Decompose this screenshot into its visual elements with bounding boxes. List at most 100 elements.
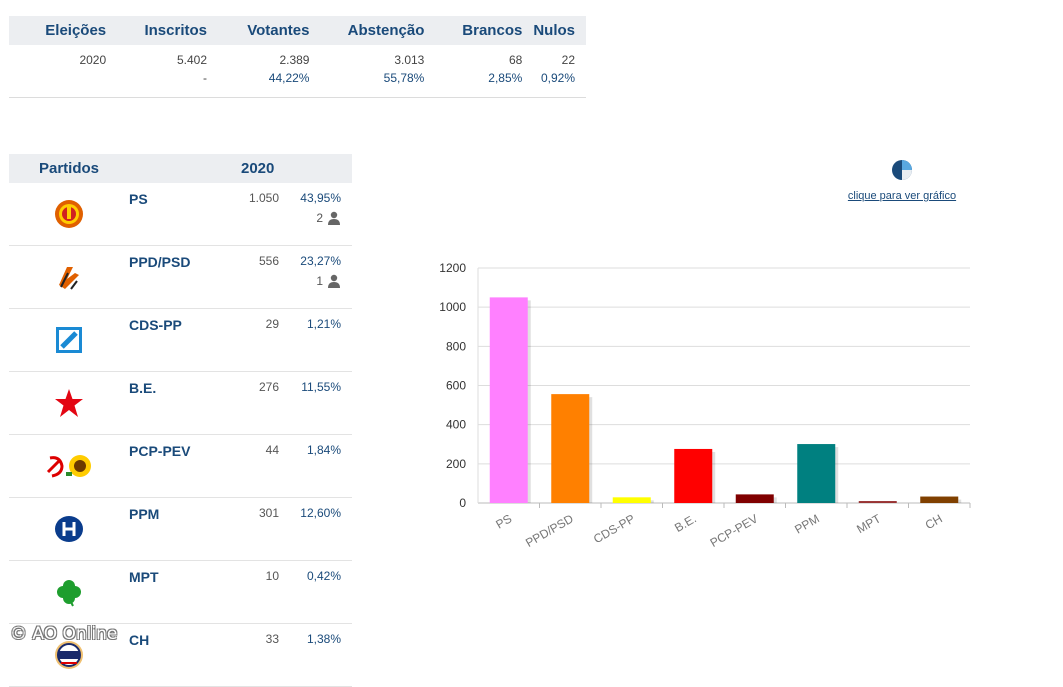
pct-votantes: 44,22% — [218, 69, 321, 98]
header-brancos: Brancos — [435, 16, 534, 45]
party-name: PPD/PSD — [129, 245, 229, 309]
x-tick-label: PS — [493, 511, 514, 531]
party-pct-cell: 1,38% — [279, 623, 352, 687]
party-votes: 276 — [229, 371, 279, 435]
parties-results-table: Partidos 2020 PS 1.050 43,95% 2 — [9, 154, 352, 687]
header-abstencao: Abstenção — [320, 16, 436, 45]
party-row: B.E. 276 11,55% — [9, 371, 352, 435]
y-tick-label: 200 — [446, 457, 466, 471]
party-row: PCP-PEV 44 1,84% — [9, 434, 352, 498]
seats-indicator: 2 — [279, 211, 341, 225]
summary-pct-row: - 44,22% 55,78% 2,85% 0,92% — [9, 69, 586, 98]
header-inscritos: Inscritos — [117, 16, 218, 45]
bar-pcp-pev[interactable] — [735, 494, 774, 503]
party-pct: 11,55% — [301, 380, 341, 394]
value-brancos: 68 — [508, 53, 523, 67]
y-tick-label: 600 — [446, 379, 466, 393]
x-tick-label: CDS-PP — [591, 511, 637, 546]
bar-b-e-[interactable] — [674, 448, 713, 503]
view-chart-link[interactable]: clique para ver gráfico — [847, 190, 957, 202]
party-pct-cell: 43,95% 2 — [279, 183, 352, 246]
y-tick-label: 800 — [446, 339, 466, 353]
party-row: MPT 10 0,42% — [9, 560, 352, 624]
party-votes: 29 — [229, 308, 279, 372]
party-votes: 44 — [229, 434, 279, 498]
party-pct: 0,42% — [306, 569, 341, 583]
party-pct-cell: 1,84% — [279, 434, 352, 498]
y-axis-ticks: 0 200 400 600 800 1000 1200 — [439, 261, 466, 510]
value-inscritos: 5.402 — [176, 53, 207, 67]
party-pct-cell: 23,27% 1 — [279, 245, 352, 309]
party-votes: 1.050 — [229, 183, 279, 246]
party-pct: 12,60% — [300, 506, 341, 520]
x-tick-label: CH — [923, 511, 945, 532]
party-votes: 556 — [229, 245, 279, 309]
pct-inscritos: - — [117, 69, 218, 98]
ppm-logo — [9, 497, 129, 561]
party-row: PS 1.050 43,95% 2 — [9, 183, 352, 246]
ps-logo — [9, 183, 129, 246]
person-icon — [328, 274, 340, 288]
pct-abstencao: 55,78% — [320, 69, 436, 98]
value-abstencao: 3.013 — [394, 53, 425, 67]
pie-chart-icon[interactable] — [891, 159, 913, 181]
pct-brancos: 2,85% — [435, 69, 534, 98]
party-row: PPM 301 12,60% — [9, 497, 352, 561]
party-votes: 301 — [229, 497, 279, 561]
party-pct-cell: 11,55% — [279, 371, 352, 435]
party-name: PCP-PEV — [129, 434, 229, 498]
x-tick-label: B.E. — [672, 511, 699, 534]
header-votantes: Votantes — [218, 16, 321, 45]
seats-indicator: 1 — [279, 274, 341, 288]
value-eleicoes: 2020 — [79, 53, 107, 67]
y-tick-label: 400 — [446, 418, 466, 432]
seat-count: 2 — [316, 211, 323, 225]
summary-header-row: Eleições Inscritos Votantes Abstenção Br… — [9, 16, 586, 45]
party-pct: 1,84% — [306, 443, 341, 457]
mpt-logo — [9, 560, 129, 624]
header-eleicoes: Eleições — [9, 16, 118, 45]
party-name: MPT — [129, 560, 229, 624]
header-spacer — [129, 154, 229, 183]
pct-eleicoes — [9, 69, 118, 98]
x-axis-ticks: PS PPD/PSD CDS-PP B.E. PCP-PEV PPM MPT CH — [493, 511, 944, 550]
x-tick-label: PCP-PEV — [708, 511, 761, 549]
votes-bar-chart: 0 200 400 600 800 1000 1200 PS PPD/PSD CDS-PP B.E… — [439, 261, 971, 550]
bar-ps[interactable] — [489, 297, 528, 503]
bar-cds-pp[interactable] — [612, 497, 651, 503]
watermark: © AO Online — [10, 624, 118, 644]
value-votantes: 2.389 — [279, 53, 310, 67]
x-tick-label: PPM — [792, 511, 822, 536]
party-name: PS — [129, 183, 229, 246]
party-row: PPD/PSD 556 23,27% 1 — [9, 245, 352, 309]
party-name: B.E. — [129, 371, 229, 435]
bar-ppd-psd[interactable] — [551, 394, 590, 503]
party-pct-cell: 1,21% — [279, 308, 352, 372]
cds-logo — [9, 308, 129, 372]
psd-logo — [9, 245, 129, 309]
bar-ch[interactable] — [920, 496, 959, 503]
header-nulos: Nulos — [533, 16, 586, 45]
party-votes: 10 — [229, 560, 279, 624]
header-year: 2020 — [229, 154, 352, 183]
pct-nulos: 0,92% — [533, 69, 586, 98]
party-pct: 43,95% — [300, 191, 341, 205]
party-name: CDS-PP — [129, 308, 229, 372]
bar-ppm[interactable] — [797, 444, 836, 503]
party-name: PPM — [129, 497, 229, 561]
pcp-pev-logo — [9, 434, 129, 498]
party-pct: 1,38% — [306, 632, 341, 646]
y-tick-label: 1000 — [439, 300, 466, 314]
party-row: CDS-PP 29 1,21% — [9, 308, 352, 372]
party-pct: 23,27% — [300, 254, 341, 268]
party-pct-cell: 12,60% — [279, 497, 352, 561]
bar-mpt[interactable] — [858, 501, 897, 503]
be-logo — [9, 371, 129, 435]
y-tick-label: 0 — [459, 496, 466, 510]
y-tick-label: 1200 — [439, 261, 466, 275]
value-nulos: 22 — [561, 53, 575, 67]
summary-values-row: 2020 5.402 2.389 3.013 68 22 — [9, 45, 586, 69]
party-pct: 1,21% — [306, 317, 341, 331]
person-icon — [328, 211, 340, 225]
party-name: CH — [129, 623, 229, 687]
